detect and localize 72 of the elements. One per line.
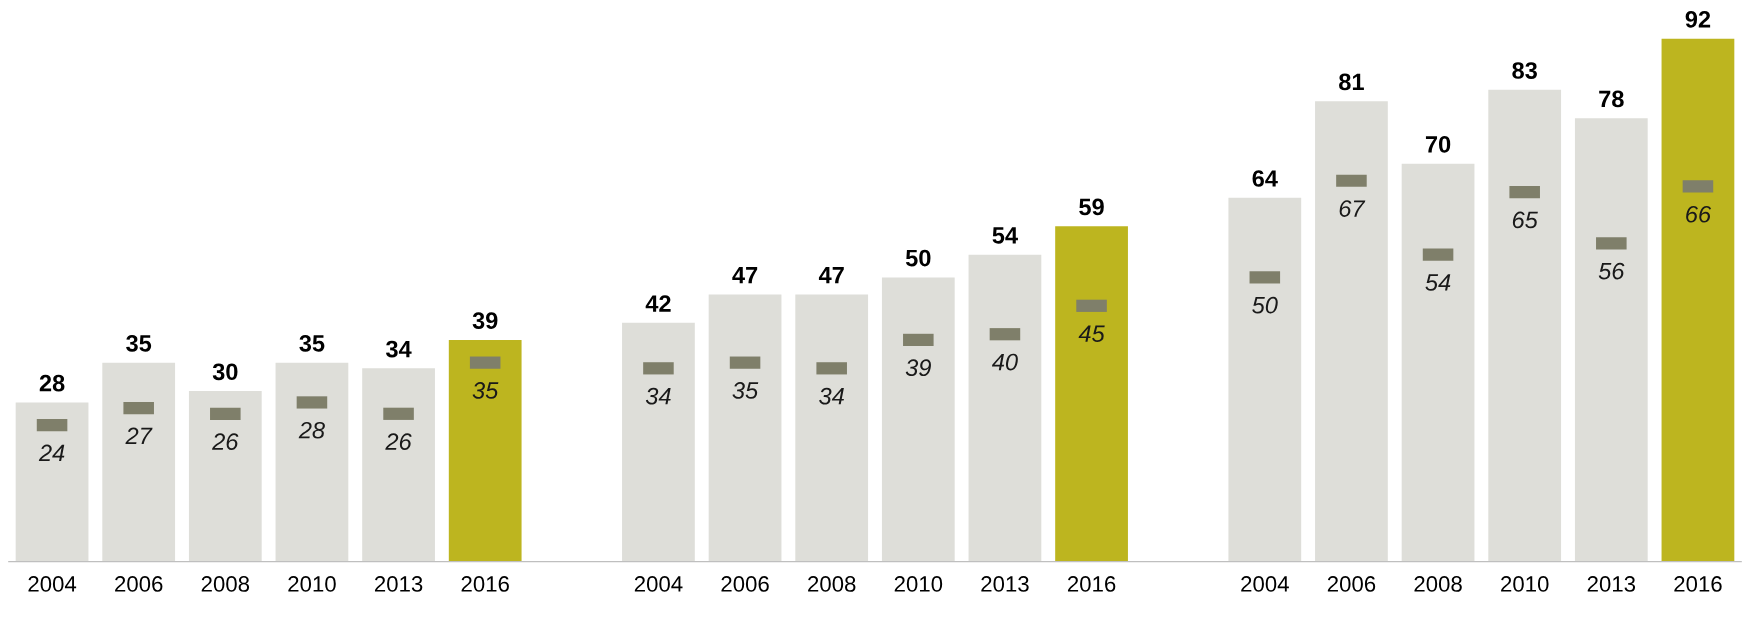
data-label: 34 <box>819 387 844 405</box>
bar <box>1574 118 1648 562</box>
bar <box>15 402 89 562</box>
x-tick-label: 2010 <box>1501 576 1549 592</box>
data-label: 47 <box>732 267 758 284</box>
data-label: 26 <box>385 433 412 450</box>
data-label: 35 <box>732 382 759 399</box>
bar <box>1315 101 1388 562</box>
data-label: 67 <box>1339 200 1366 217</box>
data-label: 35 <box>126 334 152 352</box>
data-label: 26 <box>212 433 239 450</box>
data-label: 65 <box>1512 211 1538 229</box>
x-tick-label: 2006 <box>721 576 769 592</box>
data-label: 83 <box>1512 62 1537 79</box>
data-label: 64 <box>1252 170 1278 187</box>
data-label: 92 <box>1685 10 1711 28</box>
data-label: 47 <box>818 267 844 284</box>
data-label: 34 <box>645 387 671 405</box>
x-tick-label: 2013 <box>981 576 1029 592</box>
x-tick-label: 2010 <box>288 576 336 592</box>
x-tick-label: 2004 <box>28 576 77 592</box>
bar <box>275 362 349 562</box>
data-label: 34 <box>385 340 412 358</box>
data-label: 35 <box>472 382 499 399</box>
x-tick-label: 2016 <box>461 576 509 592</box>
data-label: 35 <box>299 334 325 352</box>
x-tick-label: 2006 <box>115 576 163 592</box>
data-label: 28 <box>298 421 325 439</box>
data-label: 39 <box>905 359 931 377</box>
bar <box>622 322 695 562</box>
data-label: 78 <box>1599 90 1624 108</box>
bar <box>708 294 782 562</box>
bar <box>362 368 435 562</box>
bar <box>1661 38 1735 562</box>
x-tick-label: 2006 <box>1327 576 1376 592</box>
x-tick-label: 2004 <box>634 576 683 592</box>
data-label: 39 <box>472 312 498 329</box>
x-tick-label: 2008 <box>1414 576 1462 592</box>
bar <box>448 339 522 562</box>
data-label: 59 <box>1079 198 1104 216</box>
data-label: 54 <box>992 227 1018 244</box>
data-label: 28 <box>39 374 65 392</box>
x-tick-label: 2010 <box>894 576 943 592</box>
x-tick-label: 2008 <box>808 576 856 592</box>
data-label: 50 <box>1252 296 1278 314</box>
x-tick-label: 2013 <box>374 576 423 592</box>
data-label: 45 <box>1078 325 1105 342</box>
data-label: 42 <box>645 295 671 312</box>
bar <box>1488 89 1562 562</box>
data-label: 27 <box>125 427 153 445</box>
bar <box>968 254 1042 562</box>
x-tick-label: 2016 <box>1674 576 1722 592</box>
bar <box>1055 226 1128 562</box>
bar <box>1228 197 1302 562</box>
data-label: 56 <box>1598 262 1625 280</box>
x-tick-label: 2004 <box>1241 576 1289 592</box>
data-label: 40 <box>991 353 1018 371</box>
bar <box>1401 163 1475 562</box>
data-label: 70 <box>1425 136 1451 153</box>
x-tick-label: 2008 <box>201 576 250 592</box>
data-label: 66 <box>1686 205 1712 223</box>
bar <box>881 277 955 562</box>
bar <box>795 294 869 562</box>
x-tick-label: 2016 <box>1067 576 1116 592</box>
bar <box>188 391 262 562</box>
bar <box>102 362 176 562</box>
data-label: 50 <box>905 249 931 267</box>
data-label: 24 <box>38 444 65 462</box>
data-label: 30 <box>212 363 238 381</box>
x-tick-label: 2013 <box>1587 576 1636 592</box>
data-label: 81 <box>1339 73 1364 91</box>
data-label: 54 <box>1425 274 1451 291</box>
